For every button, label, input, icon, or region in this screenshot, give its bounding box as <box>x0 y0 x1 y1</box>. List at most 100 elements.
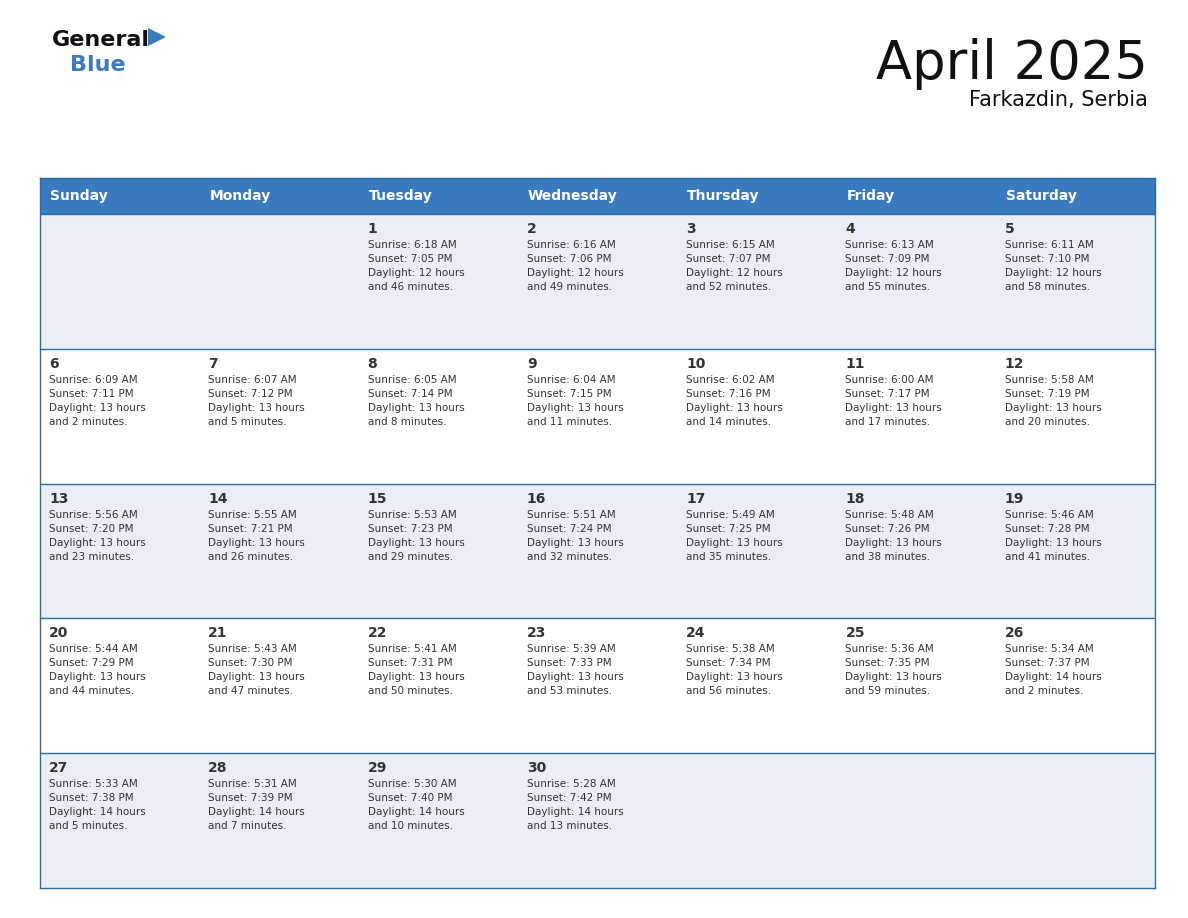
Text: 30: 30 <box>526 761 546 775</box>
Bar <box>359 178 518 214</box>
Bar <box>836 484 996 619</box>
Bar <box>200 178 359 214</box>
Bar <box>518 753 677 888</box>
Text: Sunrise: 5:39 AM
Sunset: 7:33 PM
Daylight: 13 hours
and 53 minutes.: Sunrise: 5:39 AM Sunset: 7:33 PM Dayligh… <box>526 644 624 697</box>
Text: Sunrise: 6:16 AM
Sunset: 7:06 PM
Daylight: 12 hours
and 49 minutes.: Sunrise: 6:16 AM Sunset: 7:06 PM Dayligh… <box>526 240 624 292</box>
Text: Friday: Friday <box>846 189 895 203</box>
Text: Sunrise: 5:33 AM
Sunset: 7:38 PM
Daylight: 14 hours
and 5 minutes.: Sunrise: 5:33 AM Sunset: 7:38 PM Dayligh… <box>49 779 146 831</box>
Text: Sunrise: 5:30 AM
Sunset: 7:40 PM
Daylight: 14 hours
and 10 minutes.: Sunrise: 5:30 AM Sunset: 7:40 PM Dayligh… <box>367 779 465 831</box>
Text: Sunrise: 5:49 AM
Sunset: 7:25 PM
Daylight: 13 hours
and 35 minutes.: Sunrise: 5:49 AM Sunset: 7:25 PM Dayligh… <box>687 509 783 562</box>
Text: Blue: Blue <box>70 55 126 75</box>
Bar <box>518 178 677 214</box>
Text: 28: 28 <box>208 761 228 775</box>
Text: Sunrise: 6:00 AM
Sunset: 7:17 PM
Daylight: 13 hours
and 17 minutes.: Sunrise: 6:00 AM Sunset: 7:17 PM Dayligh… <box>846 375 942 427</box>
Text: Sunrise: 5:38 AM
Sunset: 7:34 PM
Daylight: 13 hours
and 56 minutes.: Sunrise: 5:38 AM Sunset: 7:34 PM Dayligh… <box>687 644 783 697</box>
Bar <box>40 753 200 888</box>
Bar <box>518 619 677 753</box>
Text: Sunrise: 5:56 AM
Sunset: 7:20 PM
Daylight: 13 hours
and 23 minutes.: Sunrise: 5:56 AM Sunset: 7:20 PM Dayligh… <box>49 509 146 562</box>
Bar <box>359 349 518 484</box>
Text: Sunrise: 5:53 AM
Sunset: 7:23 PM
Daylight: 13 hours
and 29 minutes.: Sunrise: 5:53 AM Sunset: 7:23 PM Dayligh… <box>367 509 465 562</box>
Text: Sunrise: 5:43 AM
Sunset: 7:30 PM
Daylight: 13 hours
and 47 minutes.: Sunrise: 5:43 AM Sunset: 7:30 PM Dayligh… <box>208 644 305 697</box>
Text: Sunrise: 5:34 AM
Sunset: 7:37 PM
Daylight: 14 hours
and 2 minutes.: Sunrise: 5:34 AM Sunset: 7:37 PM Dayligh… <box>1005 644 1101 697</box>
Bar <box>359 619 518 753</box>
Text: 12: 12 <box>1005 357 1024 371</box>
Text: 17: 17 <box>687 492 706 506</box>
Text: 11: 11 <box>846 357 865 371</box>
Bar <box>677 214 836 349</box>
Bar <box>518 349 677 484</box>
Bar <box>677 178 836 214</box>
Text: 20: 20 <box>49 626 69 641</box>
Text: Sunrise: 6:05 AM
Sunset: 7:14 PM
Daylight: 13 hours
and 8 minutes.: Sunrise: 6:05 AM Sunset: 7:14 PM Dayligh… <box>367 375 465 427</box>
Bar <box>677 484 836 619</box>
Bar <box>677 619 836 753</box>
Text: 27: 27 <box>49 761 69 775</box>
Text: Sunrise: 6:15 AM
Sunset: 7:07 PM
Daylight: 12 hours
and 52 minutes.: Sunrise: 6:15 AM Sunset: 7:07 PM Dayligh… <box>687 240 783 292</box>
Text: Sunday: Sunday <box>50 189 108 203</box>
Text: 19: 19 <box>1005 492 1024 506</box>
Text: 14: 14 <box>208 492 228 506</box>
Text: General: General <box>52 30 150 50</box>
Text: Sunrise: 5:31 AM
Sunset: 7:39 PM
Daylight: 14 hours
and 7 minutes.: Sunrise: 5:31 AM Sunset: 7:39 PM Dayligh… <box>208 779 305 831</box>
Text: 23: 23 <box>526 626 546 641</box>
Bar <box>836 753 996 888</box>
Text: Saturday: Saturday <box>1006 189 1076 203</box>
Bar <box>359 753 518 888</box>
Bar <box>996 214 1155 349</box>
Bar <box>200 753 359 888</box>
Text: 22: 22 <box>367 626 387 641</box>
Text: 13: 13 <box>49 492 69 506</box>
Bar <box>359 484 518 619</box>
Text: 18: 18 <box>846 492 865 506</box>
Bar <box>359 214 518 349</box>
Bar <box>40 484 200 619</box>
Text: Sunrise: 6:02 AM
Sunset: 7:16 PM
Daylight: 13 hours
and 14 minutes.: Sunrise: 6:02 AM Sunset: 7:16 PM Dayligh… <box>687 375 783 427</box>
Bar <box>996 484 1155 619</box>
Text: 25: 25 <box>846 626 865 641</box>
Bar <box>200 214 359 349</box>
Text: Sunrise: 5:58 AM
Sunset: 7:19 PM
Daylight: 13 hours
and 20 minutes.: Sunrise: 5:58 AM Sunset: 7:19 PM Dayligh… <box>1005 375 1101 427</box>
Text: Thursday: Thursday <box>687 189 759 203</box>
Bar <box>996 178 1155 214</box>
Text: Sunrise: 5:36 AM
Sunset: 7:35 PM
Daylight: 13 hours
and 59 minutes.: Sunrise: 5:36 AM Sunset: 7:35 PM Dayligh… <box>846 644 942 697</box>
Bar <box>677 753 836 888</box>
Text: 7: 7 <box>208 357 217 371</box>
Bar <box>836 214 996 349</box>
Text: Sunrise: 5:28 AM
Sunset: 7:42 PM
Daylight: 14 hours
and 13 minutes.: Sunrise: 5:28 AM Sunset: 7:42 PM Dayligh… <box>526 779 624 831</box>
Text: April 2025: April 2025 <box>876 38 1148 90</box>
Text: Sunrise: 5:44 AM
Sunset: 7:29 PM
Daylight: 13 hours
and 44 minutes.: Sunrise: 5:44 AM Sunset: 7:29 PM Dayligh… <box>49 644 146 697</box>
Bar <box>677 349 836 484</box>
Bar <box>40 214 200 349</box>
Text: 3: 3 <box>687 222 696 236</box>
Bar <box>996 619 1155 753</box>
Text: Sunrise: 5:41 AM
Sunset: 7:31 PM
Daylight: 13 hours
and 50 minutes.: Sunrise: 5:41 AM Sunset: 7:31 PM Dayligh… <box>367 644 465 697</box>
Bar <box>836 349 996 484</box>
Text: 5: 5 <box>1005 222 1015 236</box>
Bar <box>40 619 200 753</box>
Text: Tuesday: Tuesday <box>368 189 432 203</box>
Text: 10: 10 <box>687 357 706 371</box>
Text: Farkazdin, Serbia: Farkazdin, Serbia <box>969 90 1148 110</box>
Text: Sunrise: 5:46 AM
Sunset: 7:28 PM
Daylight: 13 hours
and 41 minutes.: Sunrise: 5:46 AM Sunset: 7:28 PM Dayligh… <box>1005 509 1101 562</box>
Bar <box>40 349 200 484</box>
Polygon shape <box>148 28 166 46</box>
Bar <box>200 349 359 484</box>
Bar <box>200 619 359 753</box>
Text: 4: 4 <box>846 222 855 236</box>
Text: Sunrise: 6:04 AM
Sunset: 7:15 PM
Daylight: 13 hours
and 11 minutes.: Sunrise: 6:04 AM Sunset: 7:15 PM Dayligh… <box>526 375 624 427</box>
Text: Sunrise: 6:09 AM
Sunset: 7:11 PM
Daylight: 13 hours
and 2 minutes.: Sunrise: 6:09 AM Sunset: 7:11 PM Dayligh… <box>49 375 146 427</box>
Bar <box>518 484 677 619</box>
Text: 6: 6 <box>49 357 58 371</box>
Bar <box>40 178 200 214</box>
Bar <box>200 484 359 619</box>
Bar <box>996 349 1155 484</box>
Text: 21: 21 <box>208 626 228 641</box>
Text: 24: 24 <box>687 626 706 641</box>
Text: Monday: Monday <box>209 189 271 203</box>
Text: Sunrise: 5:51 AM
Sunset: 7:24 PM
Daylight: 13 hours
and 32 minutes.: Sunrise: 5:51 AM Sunset: 7:24 PM Dayligh… <box>526 509 624 562</box>
Text: Sunrise: 6:18 AM
Sunset: 7:05 PM
Daylight: 12 hours
and 46 minutes.: Sunrise: 6:18 AM Sunset: 7:05 PM Dayligh… <box>367 240 465 292</box>
Text: 15: 15 <box>367 492 387 506</box>
Text: 2: 2 <box>526 222 537 236</box>
Text: 16: 16 <box>526 492 546 506</box>
Text: Sunrise: 6:13 AM
Sunset: 7:09 PM
Daylight: 12 hours
and 55 minutes.: Sunrise: 6:13 AM Sunset: 7:09 PM Dayligh… <box>846 240 942 292</box>
